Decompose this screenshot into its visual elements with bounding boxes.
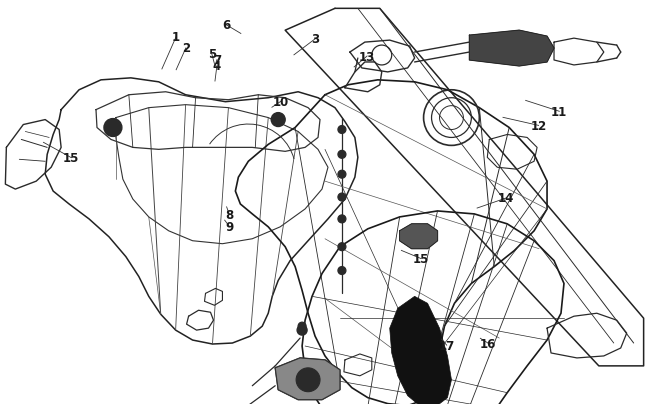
Text: 5: 5 xyxy=(207,48,216,61)
Text: 6: 6 xyxy=(222,19,230,32)
Circle shape xyxy=(338,151,346,159)
Text: 1: 1 xyxy=(172,31,180,44)
Circle shape xyxy=(271,113,285,127)
Polygon shape xyxy=(390,296,452,405)
Text: 17: 17 xyxy=(439,339,455,352)
Text: 13: 13 xyxy=(359,50,375,63)
Text: 3: 3 xyxy=(311,33,319,46)
Text: 10: 10 xyxy=(273,96,289,109)
Circle shape xyxy=(338,171,346,179)
Circle shape xyxy=(338,126,346,134)
Text: 4: 4 xyxy=(213,60,221,73)
Text: 8: 8 xyxy=(225,208,233,221)
Text: 15: 15 xyxy=(413,252,429,265)
Text: 11: 11 xyxy=(551,106,567,119)
Text: 9: 9 xyxy=(225,220,233,233)
Circle shape xyxy=(338,267,346,275)
Text: 2: 2 xyxy=(182,43,190,55)
Circle shape xyxy=(338,215,346,223)
Circle shape xyxy=(296,368,320,392)
Circle shape xyxy=(108,123,118,133)
Polygon shape xyxy=(400,224,437,249)
Text: 14: 14 xyxy=(498,192,514,205)
Text: 7: 7 xyxy=(213,54,221,67)
Polygon shape xyxy=(275,358,340,400)
Text: 16: 16 xyxy=(480,337,497,350)
Text: 15: 15 xyxy=(63,152,79,165)
Circle shape xyxy=(298,322,306,330)
Circle shape xyxy=(104,119,122,137)
Text: 12: 12 xyxy=(530,119,547,132)
Circle shape xyxy=(297,325,307,335)
Circle shape xyxy=(338,243,346,251)
Polygon shape xyxy=(469,31,554,67)
Circle shape xyxy=(338,194,346,202)
